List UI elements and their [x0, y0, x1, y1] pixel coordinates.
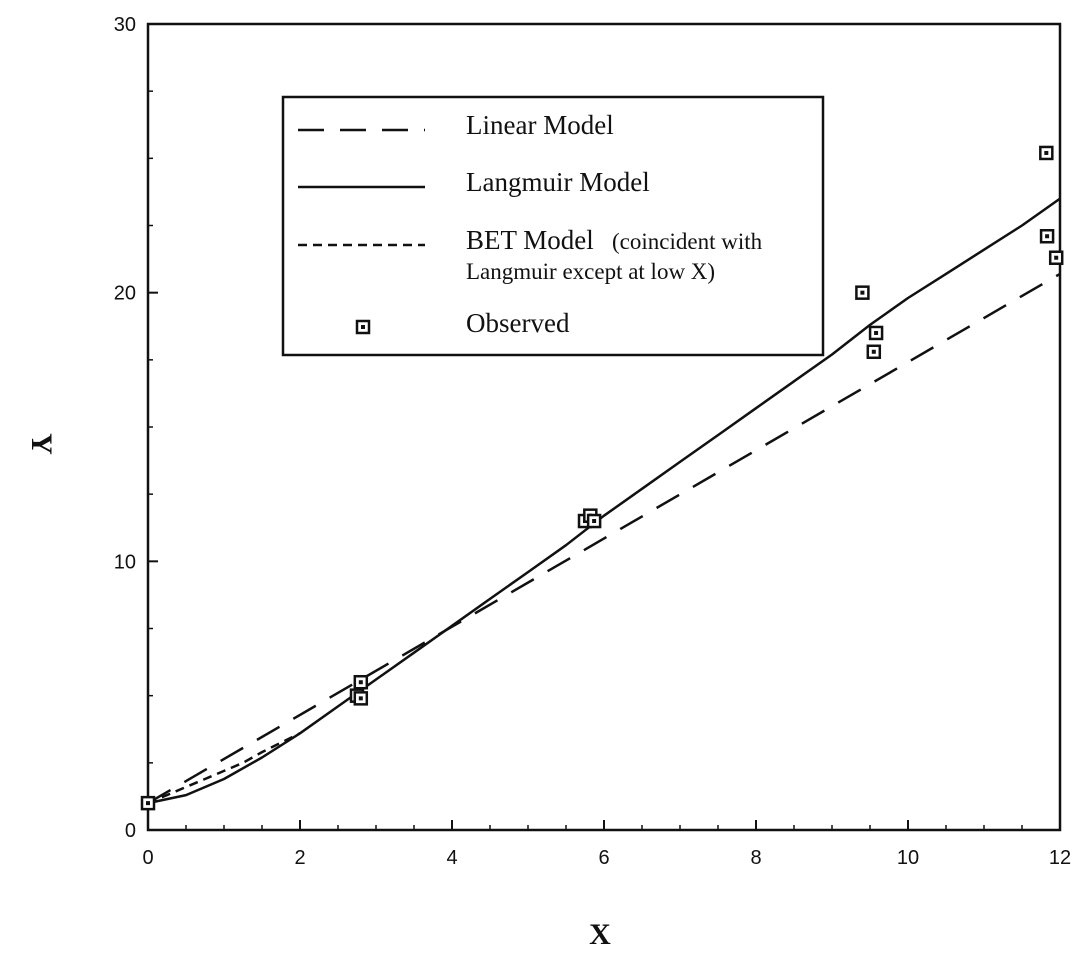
observed-point [353, 674, 369, 690]
observed-point [1039, 228, 1055, 244]
observed-point [353, 691, 369, 706]
observed-point [586, 513, 602, 529]
observed-point [140, 795, 156, 811]
series-layer [147, 197, 1061, 805]
observed-point [868, 325, 884, 341]
legend-bet-note-2: Langmuir except at low X) [466, 259, 715, 284]
x-tick-label: 4 [446, 847, 457, 869]
x-tick-label: 0 [142, 847, 153, 869]
x-tick-label: 12 [1049, 847, 1071, 869]
observed-point [1039, 145, 1054, 161]
y-tick-label: 30 [114, 14, 136, 36]
bet-model-line [147, 732, 301, 805]
y-tick-label: 20 [114, 283, 136, 305]
legend: Linear Model Langmuir Model BET Model (c… [281, 95, 825, 357]
x-tick-label: 6 [598, 847, 609, 869]
y-tick-label: 10 [114, 551, 136, 573]
x-tick-label: 8 [750, 847, 761, 869]
legend-bet-label: BET Model [466, 225, 594, 255]
y-tick-label: 0 [125, 820, 136, 842]
observed-point [866, 344, 882, 360]
axis-ticks: 0 2 4 6 8 10 12 0 10 20 30 [114, 14, 1071, 869]
x-tick-label: 10 [897, 847, 919, 869]
observed-point [1048, 250, 1064, 265]
legend-box [281, 95, 825, 357]
x-tick-label: 2 [294, 847, 305, 869]
legend-langmuir-label: Langmuir Model [466, 167, 650, 197]
y-axis-title: Y [25, 433, 58, 455]
observed-point [855, 285, 870, 300]
legend-observed-marker [355, 319, 371, 335]
legend-bet-note-1: (coincident with [612, 229, 763, 254]
observed-points [140, 145, 1064, 811]
x-axis-title: X [589, 918, 611, 951]
legend-linear-label: Linear Model [466, 110, 614, 140]
legend-observed-label: Observed [466, 308, 570, 338]
linear-model-line [147, 272, 1061, 805]
